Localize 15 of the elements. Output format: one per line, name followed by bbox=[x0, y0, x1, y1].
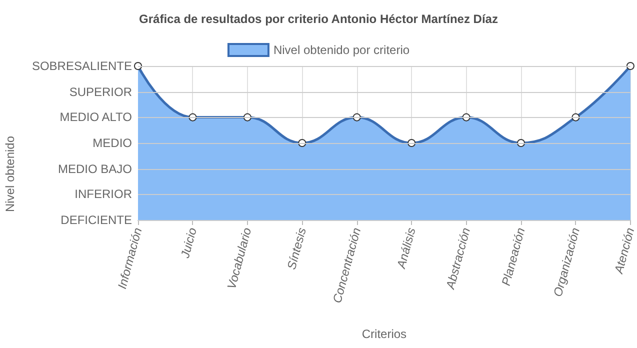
legend-label: Nivel obtenido por criterio bbox=[273, 43, 410, 57]
x-tick-label: Juicio bbox=[178, 226, 200, 260]
ref-line-label: MEDIO ALTO bbox=[60, 110, 132, 124]
x-tick-label: Síntesis bbox=[284, 226, 309, 272]
ref-line-label: INFERIOR bbox=[74, 186, 132, 201]
x-tick-label: Análisis bbox=[394, 226, 418, 271]
ref-line-label: SOBRESALIENTE bbox=[32, 59, 132, 73]
ref-line-label: MEDIO bbox=[92, 136, 132, 150]
text: Nivel obtenido bbox=[3, 136, 17, 212]
ref-line-label: SUPERIOR bbox=[69, 85, 132, 100]
chart-title: Gráfica de resultados por criterio Antonio Héctor Martínez Díaz bbox=[139, 12, 498, 26]
ref-line-label: DEFICIENTE bbox=[60, 213, 132, 227]
ref-line-label: MEDIO BAJO bbox=[58, 162, 132, 176]
x-tick-label: Atención bbox=[611, 226, 637, 276]
x-axis-title: Criterios bbox=[362, 327, 407, 341]
